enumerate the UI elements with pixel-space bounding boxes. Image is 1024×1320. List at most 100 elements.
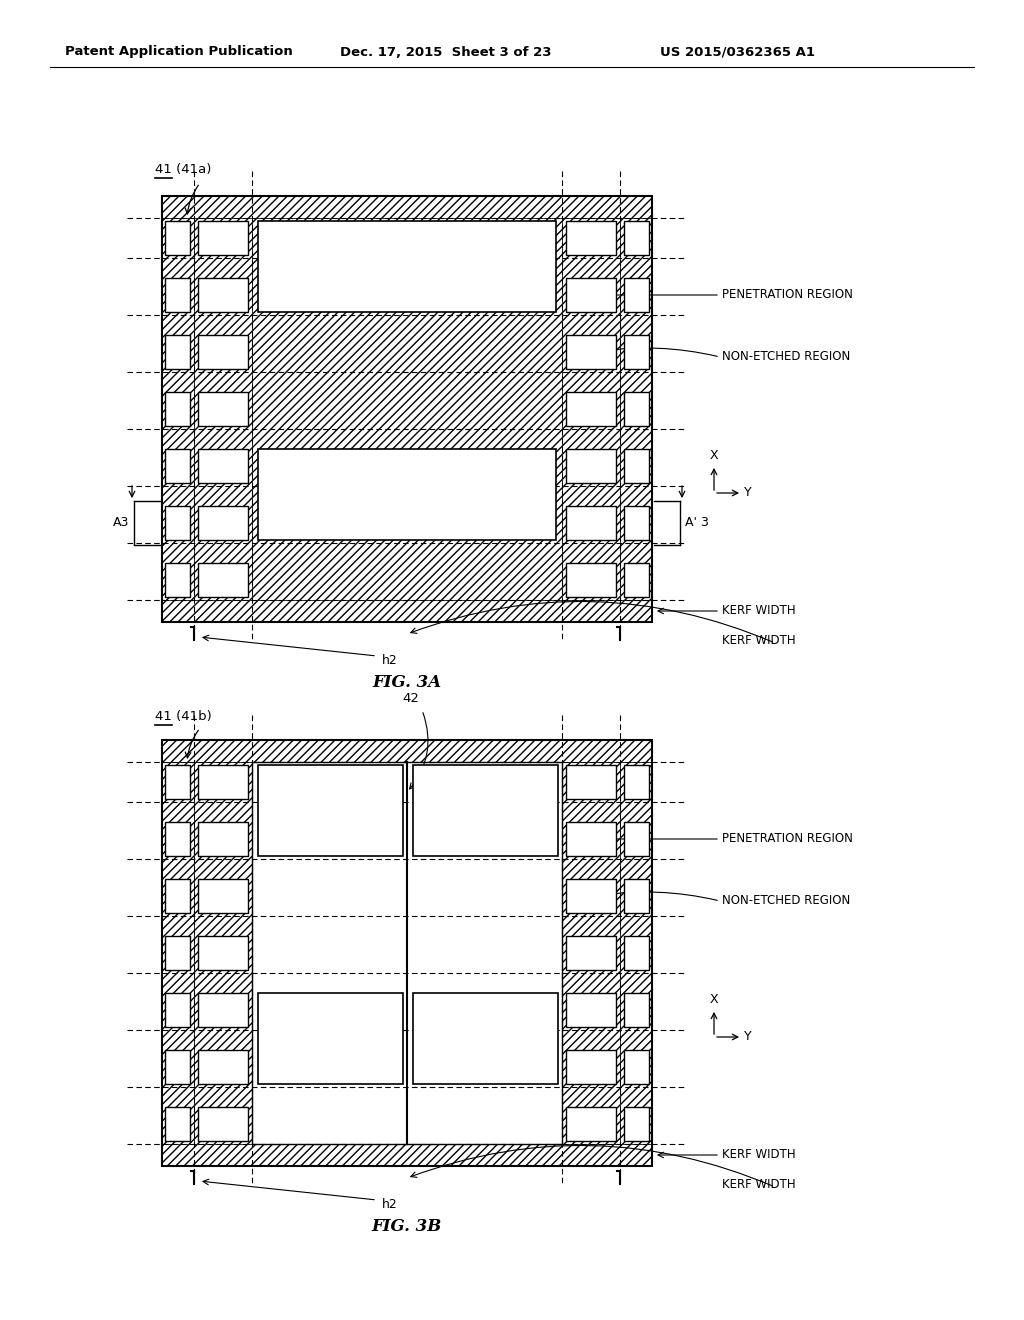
Bar xyxy=(165,936,190,970)
Text: PENETRATION REGION: PENETRATION REGION xyxy=(722,833,853,846)
Bar xyxy=(165,564,190,597)
Bar xyxy=(566,449,616,483)
Bar xyxy=(413,993,558,1084)
Bar xyxy=(165,879,190,913)
Bar xyxy=(624,879,649,913)
Bar xyxy=(165,335,190,370)
Bar xyxy=(198,449,248,483)
Bar xyxy=(624,279,649,312)
Text: A3: A3 xyxy=(113,516,129,529)
Bar xyxy=(165,993,190,1027)
Text: h2: h2 xyxy=(382,653,397,667)
Bar xyxy=(198,766,248,799)
Bar xyxy=(258,220,556,312)
Text: KERF WIDTH: KERF WIDTH xyxy=(722,605,796,618)
Bar xyxy=(566,879,616,913)
Bar xyxy=(258,449,556,540)
Text: Dec. 17, 2015  Sheet 3 of 23: Dec. 17, 2015 Sheet 3 of 23 xyxy=(340,45,552,58)
Bar xyxy=(162,195,652,218)
Bar xyxy=(624,766,649,799)
Bar xyxy=(566,220,616,255)
Bar xyxy=(566,993,616,1027)
Bar xyxy=(252,218,562,601)
Bar xyxy=(198,1107,248,1140)
Bar xyxy=(198,1049,248,1084)
Text: NON-ETCHED REGION: NON-ETCHED REGION xyxy=(722,351,850,363)
Bar xyxy=(162,741,652,762)
Bar xyxy=(258,993,403,1084)
Text: US 2015/0362365 A1: US 2015/0362365 A1 xyxy=(660,45,815,58)
Bar xyxy=(624,564,649,597)
Bar xyxy=(566,335,616,370)
Bar xyxy=(624,936,649,970)
Bar xyxy=(194,762,252,1144)
Bar xyxy=(198,993,248,1027)
Bar xyxy=(162,762,194,1144)
Text: X: X xyxy=(710,993,718,1006)
Text: 41 (41a): 41 (41a) xyxy=(155,162,211,176)
Bar xyxy=(566,1049,616,1084)
Text: h2: h2 xyxy=(382,1199,397,1210)
Bar xyxy=(165,449,190,483)
Bar xyxy=(566,279,616,312)
Bar xyxy=(624,449,649,483)
Bar xyxy=(198,335,248,370)
Bar xyxy=(624,1049,649,1084)
Bar xyxy=(198,220,248,255)
Text: KERF WIDTH: KERF WIDTH xyxy=(722,1148,796,1162)
Text: Patent Application Publication: Patent Application Publication xyxy=(65,45,293,58)
Bar xyxy=(165,220,190,255)
Text: Y: Y xyxy=(744,487,752,499)
Bar xyxy=(252,762,562,1144)
Bar xyxy=(198,564,248,597)
Bar xyxy=(624,392,649,426)
Bar xyxy=(566,936,616,970)
Bar xyxy=(165,1049,190,1084)
Text: KERF WIDTH: KERF WIDTH xyxy=(722,634,796,647)
Bar xyxy=(566,766,616,799)
Bar xyxy=(194,218,252,601)
Bar xyxy=(562,762,620,1144)
Bar xyxy=(198,506,248,540)
Bar xyxy=(165,1107,190,1140)
Text: FIG. 3B: FIG. 3B xyxy=(372,1218,442,1236)
Bar xyxy=(258,766,403,855)
Bar xyxy=(624,822,649,855)
Bar xyxy=(165,279,190,312)
Bar xyxy=(165,392,190,426)
Bar xyxy=(162,741,652,1166)
Text: PENETRATION REGION: PENETRATION REGION xyxy=(722,289,853,301)
Bar xyxy=(620,762,652,1144)
Bar xyxy=(165,506,190,540)
Bar xyxy=(198,279,248,312)
Bar xyxy=(165,766,190,799)
Text: 42: 42 xyxy=(402,692,419,705)
Bar xyxy=(162,601,652,622)
Bar xyxy=(162,1144,652,1166)
Text: 41 (41b): 41 (41b) xyxy=(155,710,212,723)
Bar xyxy=(198,392,248,426)
Bar xyxy=(566,564,616,597)
Bar xyxy=(162,195,652,622)
Bar xyxy=(566,506,616,540)
Bar xyxy=(198,822,248,855)
Text: KERF WIDTH: KERF WIDTH xyxy=(722,1177,796,1191)
Text: A' 3: A' 3 xyxy=(685,516,709,529)
Bar xyxy=(413,766,558,855)
Bar xyxy=(624,506,649,540)
Bar xyxy=(198,879,248,913)
Text: FIG. 3A: FIG. 3A xyxy=(373,675,441,690)
Bar xyxy=(624,220,649,255)
Bar xyxy=(562,218,620,601)
Text: Y: Y xyxy=(744,1031,752,1044)
Text: NON-ETCHED REGION: NON-ETCHED REGION xyxy=(722,895,850,908)
Bar xyxy=(624,335,649,370)
Bar xyxy=(624,1107,649,1140)
Text: X: X xyxy=(710,449,718,462)
Bar xyxy=(198,936,248,970)
Bar xyxy=(620,218,652,601)
Bar xyxy=(566,1107,616,1140)
Bar xyxy=(566,392,616,426)
Bar xyxy=(165,822,190,855)
Bar xyxy=(162,218,194,601)
